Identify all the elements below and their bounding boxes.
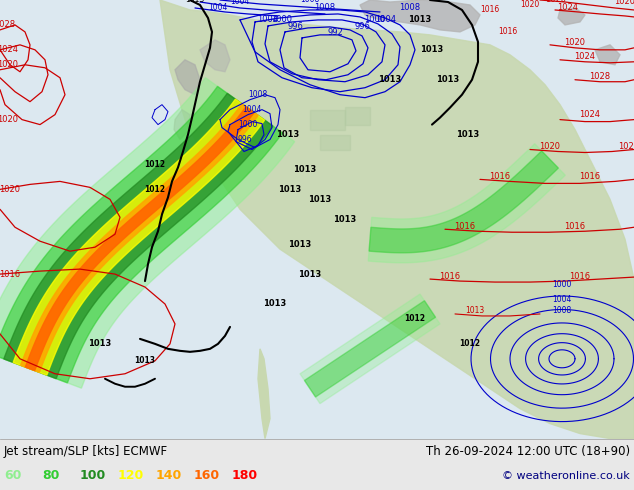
Bar [310,110,345,129]
Polygon shape [258,349,270,439]
Text: 1013: 1013 [299,270,321,279]
Polygon shape [595,45,620,65]
Polygon shape [174,110,190,140]
Text: 100: 100 [80,469,107,482]
Text: 1016: 1016 [489,172,510,181]
Text: 1016: 1016 [569,271,590,281]
Text: 1008: 1008 [552,306,572,316]
Text: 1013: 1013 [263,299,287,309]
Text: 996: 996 [238,135,252,144]
Text: 1000: 1000 [271,15,292,24]
Text: 80: 80 [42,469,60,482]
Text: 1020: 1020 [619,142,634,151]
Polygon shape [369,151,559,253]
Text: 1028: 1028 [0,21,16,29]
Text: 1013: 1013 [378,75,401,84]
Text: 996: 996 [287,23,303,31]
Text: 1013: 1013 [408,15,432,24]
Text: 1013: 1013 [465,306,484,316]
Text: 1024: 1024 [574,52,595,61]
Text: 1020: 1020 [564,38,586,48]
Text: 992: 992 [327,28,343,37]
Text: 1013: 1013 [88,340,112,348]
Text: 1013: 1013 [308,195,332,204]
Polygon shape [200,40,230,72]
Text: Jet stream/SLP [kts] ECMWF: Jet stream/SLP [kts] ECMWF [4,445,168,458]
Text: 1013: 1013 [288,240,312,249]
Text: 1008: 1008 [249,90,268,99]
Text: 1012: 1012 [145,160,165,169]
Text: Th 26-09-2024 12:00 UTC (18+90): Th 26-09-2024 12:00 UTC (18+90) [426,445,630,458]
Text: 1012: 1012 [460,340,481,348]
Text: 1012: 1012 [145,185,165,194]
Text: 180: 180 [232,469,258,482]
Text: 1008: 1008 [314,3,335,12]
Polygon shape [368,144,566,263]
Text: 1000: 1000 [365,15,385,24]
Text: 1020: 1020 [540,142,560,151]
Text: 1013: 1013 [333,215,356,224]
Polygon shape [558,8,585,25]
Text: 1024: 1024 [557,3,578,12]
Polygon shape [0,77,295,388]
Polygon shape [175,60,200,95]
Text: 1016: 1016 [564,222,586,231]
Text: 1004: 1004 [552,294,572,303]
Text: 1016: 1016 [579,172,600,181]
Text: 140: 140 [156,469,182,482]
Text: © weatheronline.co.uk: © weatheronline.co.uk [502,471,630,481]
Polygon shape [25,107,254,370]
Polygon shape [0,86,283,383]
Text: 1016: 1016 [455,222,476,231]
Text: 1004: 1004 [257,15,278,24]
Text: 1020: 1020 [0,185,20,194]
Text: 1004: 1004 [375,15,396,24]
Text: 1013: 1013 [294,165,316,174]
Text: 1020: 1020 [521,0,540,9]
Text: 1000: 1000 [238,120,257,129]
Bar [320,135,350,149]
Text: 1004: 1004 [242,105,262,114]
Text: 1016: 1016 [0,270,20,279]
Text: 160: 160 [194,469,220,482]
Text: 1004: 1004 [209,3,228,12]
Text: 1024: 1024 [579,110,600,119]
Text: 1016: 1016 [481,5,500,15]
Text: 1020: 1020 [0,60,18,69]
Text: 1013: 1013 [185,0,205,4]
Text: 1000: 1000 [552,280,572,289]
Polygon shape [4,94,273,379]
Text: 1028: 1028 [590,72,611,81]
Polygon shape [21,104,258,372]
Text: 1008: 1008 [399,3,420,12]
Text: 1008: 1008 [301,0,320,4]
Polygon shape [304,301,436,397]
Text: 1020: 1020 [0,115,18,124]
Text: 1024: 1024 [0,46,18,54]
Text: 1013: 1013 [278,185,302,194]
Text: 1012: 1012 [404,315,425,323]
Text: 1013: 1013 [456,130,480,139]
Polygon shape [360,0,480,32]
Text: 1013: 1013 [276,130,300,139]
Text: 1016: 1016 [498,27,517,36]
Text: 60: 60 [4,469,22,482]
Text: 1020: 1020 [545,0,567,4]
Text: 120: 120 [118,469,145,482]
Polygon shape [13,99,264,375]
Bar [345,107,370,124]
Polygon shape [160,0,634,439]
Text: 996: 996 [354,23,370,31]
Text: 1020: 1020 [614,0,634,6]
Polygon shape [300,294,440,404]
Text: 1013: 1013 [420,46,444,54]
Text: 1004: 1004 [230,0,250,6]
Text: 1016: 1016 [439,271,460,281]
Text: 1013: 1013 [436,75,460,84]
Text: 1013: 1013 [134,356,155,366]
